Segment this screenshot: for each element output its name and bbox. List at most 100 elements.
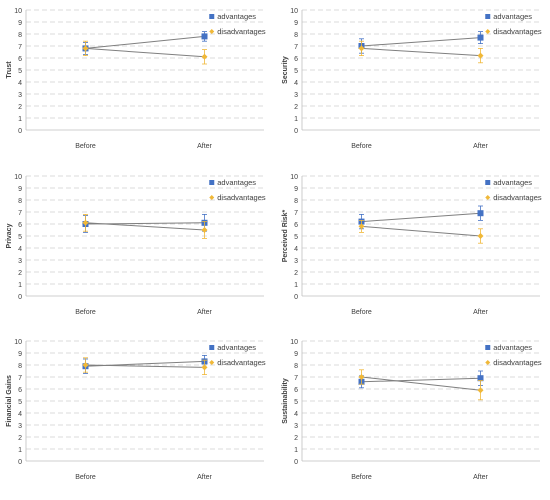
y-tick-label: 0 — [18, 459, 22, 466]
legend-marker-disadvantages — [209, 360, 215, 365]
data-point-disadvantages — [358, 223, 365, 230]
legend-marker-disadvantages — [485, 195, 491, 200]
y-tick-label: 4 — [294, 246, 298, 253]
y-tick-label: 7 — [294, 44, 298, 51]
y-axis-title: Financial Gains — [6, 375, 13, 427]
y-tick-label: 2 — [294, 435, 298, 442]
x-tick-label: Before — [351, 474, 372, 481]
x-tick-label: After — [197, 474, 212, 481]
y-tick-label: 2 — [294, 270, 298, 277]
chart-panel-4: 0 1 2 3 4 5 6 7 8 9 10 Before After Financial Gains ad… — [6, 339, 266, 481]
x-tick-label: Before — [75, 143, 96, 150]
chart-panel-2: 0 1 2 3 4 5 6 7 8 9 10 Before After Privacy advantages… — [6, 174, 266, 316]
data-point-disadvantages — [358, 45, 365, 52]
series-line-advantages — [85, 35, 205, 49]
y-tick-label: 2 — [18, 435, 22, 442]
y-tick-label: 9 — [18, 351, 22, 358]
series-line-disadvantages — [85, 47, 205, 58]
y-tick-label: 6 — [294, 387, 298, 394]
y-tick-label: 3 — [18, 423, 22, 430]
y-tick-label: 3 — [18, 258, 22, 265]
x-tick-label: Before — [351, 309, 372, 316]
y-tick-label: 6 — [18, 56, 22, 63]
data-point-disadvantages — [82, 362, 89, 368]
series-line-advantages — [361, 37, 481, 47]
y-tick-label: 0 — [18, 294, 22, 301]
y-tick-label: 5 — [18, 234, 22, 241]
y-tick-label: 3 — [294, 92, 298, 99]
y-tick-label: 5 — [294, 399, 298, 406]
y-tick-label: 0 — [294, 294, 298, 301]
y-tick-label: 2 — [18, 104, 22, 111]
y-tick-label: 1 — [18, 282, 22, 289]
y-tick-label: 4 — [294, 80, 298, 87]
x-tick-label: After — [197, 143, 212, 150]
chart-panel-1: 0 1 2 3 4 5 6 7 8 9 10 Before After Security advantage… — [282, 8, 542, 150]
y-tick-label: 8 — [18, 363, 22, 370]
y-tick-label: 10 — [14, 339, 22, 346]
legend-label-advantages: advantages — [217, 343, 256, 352]
legend-marker-disadvantages — [209, 195, 215, 200]
legend-label-advantages: advantages — [217, 178, 256, 187]
y-tick-label: 5 — [18, 399, 22, 406]
y-tick-label: 8 — [294, 198, 298, 205]
y-tick-label: 9 — [18, 20, 22, 27]
y-tick-label: 3 — [294, 423, 298, 430]
y-axis-title: Trust — [6, 61, 13, 79]
y-tick-label: 5 — [18, 68, 22, 75]
legend-marker-advantages — [209, 345, 215, 350]
y-tick-label: 3 — [18, 92, 22, 99]
data-point-disadvantages — [82, 219, 89, 226]
y-tick-label: 7 — [294, 375, 298, 382]
y-tick-label: 8 — [18, 32, 22, 39]
legend-marker-advantages — [485, 14, 491, 19]
chart-panel-0: 0 1 2 3 4 5 6 7 8 9 10 Before After Trust advantages di… — [6, 8, 266, 150]
data-point-disadvantages — [201, 364, 208, 371]
y-tick-label: 9 — [294, 20, 298, 27]
legend-marker-advantages — [485, 345, 491, 350]
series-line-disadvantages — [361, 376, 481, 391]
legend-label-disadvantages: disadvantages — [493, 27, 542, 36]
series-line-advantages — [361, 212, 481, 223]
y-tick-label: 7 — [18, 44, 22, 51]
legend-marker-disadvantages — [209, 29, 215, 34]
legend-label-disadvantages: disadvantages — [217, 27, 266, 36]
y-tick-label: 1 — [294, 282, 298, 289]
y-tick-label: 10 — [290, 339, 298, 346]
y-tick-label: 9 — [294, 351, 298, 358]
y-tick-label: 0 — [294, 459, 298, 466]
data-point-advantages — [201, 33, 208, 40]
series-line-disadvantages — [85, 222, 205, 231]
data-point-disadvantages — [477, 387, 484, 394]
legend-label-advantages: advantages — [217, 12, 256, 21]
y-tick-label: 10 — [14, 174, 22, 181]
x-tick-label: After — [473, 309, 488, 316]
y-axis-title: Security — [282, 56, 289, 84]
y-tick-label: 6 — [294, 222, 298, 229]
legend-marker-disadvantages — [485, 360, 491, 365]
data-point-disadvantages — [477, 233, 484, 239]
data-point-disadvantages — [201, 53, 208, 60]
y-tick-label: 5 — [294, 68, 298, 75]
legend-label-disadvantages: disadvantages — [493, 193, 542, 202]
y-tick-label: 4 — [18, 80, 22, 87]
y-tick-label: 4 — [18, 246, 22, 253]
y-tick-label: 2 — [18, 270, 22, 277]
legend-marker-disadvantages — [485, 29, 491, 34]
y-tick-label: 1 — [18, 447, 22, 454]
data-point-disadvantages — [358, 374, 365, 380]
chart-panel-3: 0 1 2 3 4 5 6 7 8 9 10 Before After Perceived Risk* ad… — [282, 174, 542, 316]
y-tick-label: 8 — [294, 363, 298, 370]
data-point-advantages — [477, 34, 484, 41]
y-axis-title: Privacy — [6, 223, 13, 248]
legend-marker-advantages — [209, 14, 215, 19]
y-tick-label: 10 — [290, 8, 298, 15]
legend-marker-advantages — [209, 180, 215, 185]
data-point-disadvantages — [82, 45, 89, 52]
y-axis-title: Perceived Risk* — [282, 209, 289, 262]
series-line-disadvantages — [361, 47, 481, 57]
x-tick-label: After — [473, 143, 488, 150]
x-tick-label: Before — [75, 474, 96, 481]
y-tick-label: 8 — [18, 198, 22, 205]
